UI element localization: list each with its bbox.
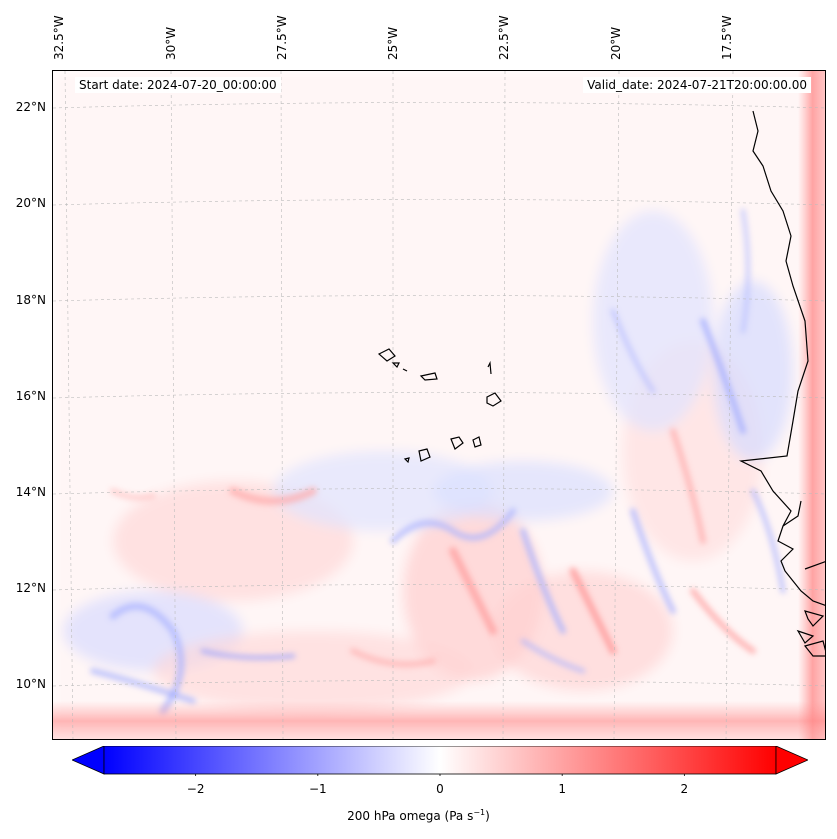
lon-label-32.5W: 32.5°W [52, 15, 66, 60]
west-africa-coastline [738, 110, 825, 606]
omega-streaks [90, 208, 786, 715]
lat-label-12N: 12°N [15, 581, 46, 595]
colorbar-tick-label: 2 [680, 782, 689, 796]
map-gridlines [53, 71, 825, 739]
lon-label-25W: 25°W [386, 26, 400, 60]
colorbar-ticks [195, 774, 685, 776]
bottom-edge-shading [53, 701, 825, 739]
lat-label-22N: 22°N [15, 100, 46, 114]
lon-label-22.5W: 22.5°W [497, 15, 511, 60]
colorbar-tick-label: −1 [308, 782, 327, 796]
lat-label-16N: 16°N [15, 389, 46, 403]
colorbar-extend-min [72, 746, 105, 775]
lon-label-27.5W: 27.5°W [275, 15, 289, 60]
omega-field-map [53, 71, 825, 739]
valid-date-label: Valid_date: 2024-07-21T20:00:00.00 [583, 77, 811, 93]
coastline [377, 110, 825, 657]
lon-label-17.5W: 17.5°W [720, 15, 734, 60]
colorbar-tick-label: −2 [186, 782, 205, 796]
omega-background-shading [53, 71, 825, 739]
lat-label-20N: 20°N [15, 196, 46, 210]
colorbar-gradient [103, 746, 777, 775]
lat-label-10N: 10°N [15, 677, 46, 691]
start-date-label: Start date: 2024-07-20_00:00:00 [75, 77, 281, 93]
lon-label-30W: 30°W [164, 26, 178, 60]
omega-colorbar [72, 746, 808, 776]
colorbar-extend-max [775, 746, 808, 775]
lat-label-18N: 18°N [15, 293, 46, 307]
lon-label-20W: 20°W [609, 26, 623, 60]
cape-verde-islands [377, 348, 396, 362]
colorbar-title: 200 hPa omega (Pa s−1) [347, 808, 490, 823]
lat-label-14N: 14°N [15, 485, 46, 499]
colorbar-tick-label: 0 [436, 782, 444, 796]
colorbar-tick-label: 1 [558, 782, 566, 796]
right-edge-shading [798, 71, 825, 739]
map-panel [52, 70, 826, 740]
